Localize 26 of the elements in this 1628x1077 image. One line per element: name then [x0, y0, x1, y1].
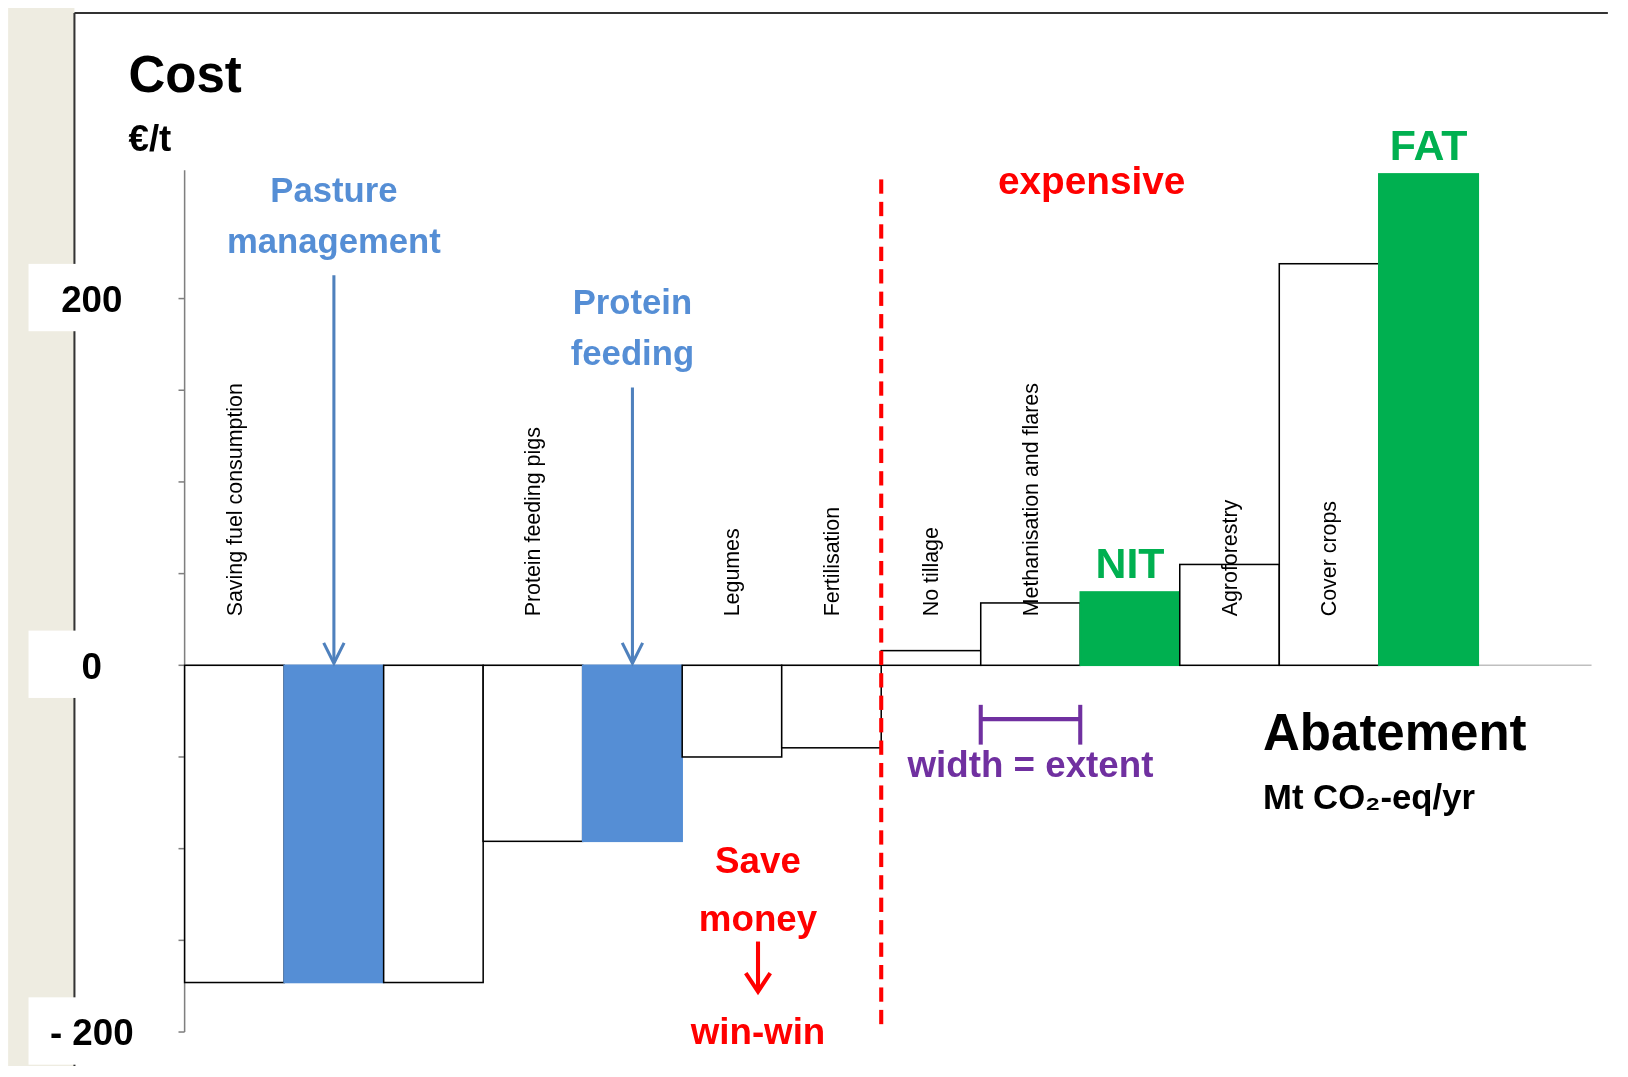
y-axis-title: Cost €/t	[128, 45, 242, 159]
y-tick-label: 200	[61, 278, 123, 320]
annotation: Protein feeding	[570, 283, 695, 373]
x-tick-label: Methanisation and flares	[1018, 383, 1043, 617]
x-axis-title: Abatement Mt CO₂-eq/yr	[1263, 703, 1527, 816]
bar	[581, 664, 683, 843]
x-tick-label: Fertilisation	[819, 506, 844, 617]
text: FAT	[1389, 120, 1468, 169]
annotation: Save money	[698, 840, 818, 940]
y-tick-label: 0	[81, 645, 102, 687]
x-tick-label: Cover crops	[1317, 500, 1342, 617]
annotation: win-win	[689, 1010, 826, 1052]
x-tick-label: Legumes	[720, 528, 745, 617]
annotation: NIT	[1095, 538, 1165, 587]
bar	[1079, 591, 1181, 667]
x-tick-label: Agroforestry	[1217, 499, 1242, 617]
x-tick-label: Protein feeding pigs	[521, 427, 546, 617]
y-tick-label: - 200	[49, 1012, 134, 1054]
bar	[283, 664, 385, 984]
annotation: expensive	[997, 158, 1186, 202]
x-tick-label: Saving fuel consumption	[222, 383, 247, 617]
annotation: width = extent	[906, 744, 1154, 786]
bar	[183, 664, 285, 984]
annotation: Pasture management	[226, 170, 442, 260]
bar	[1378, 173, 1480, 667]
x-tick-label: No tillage	[919, 527, 944, 617]
